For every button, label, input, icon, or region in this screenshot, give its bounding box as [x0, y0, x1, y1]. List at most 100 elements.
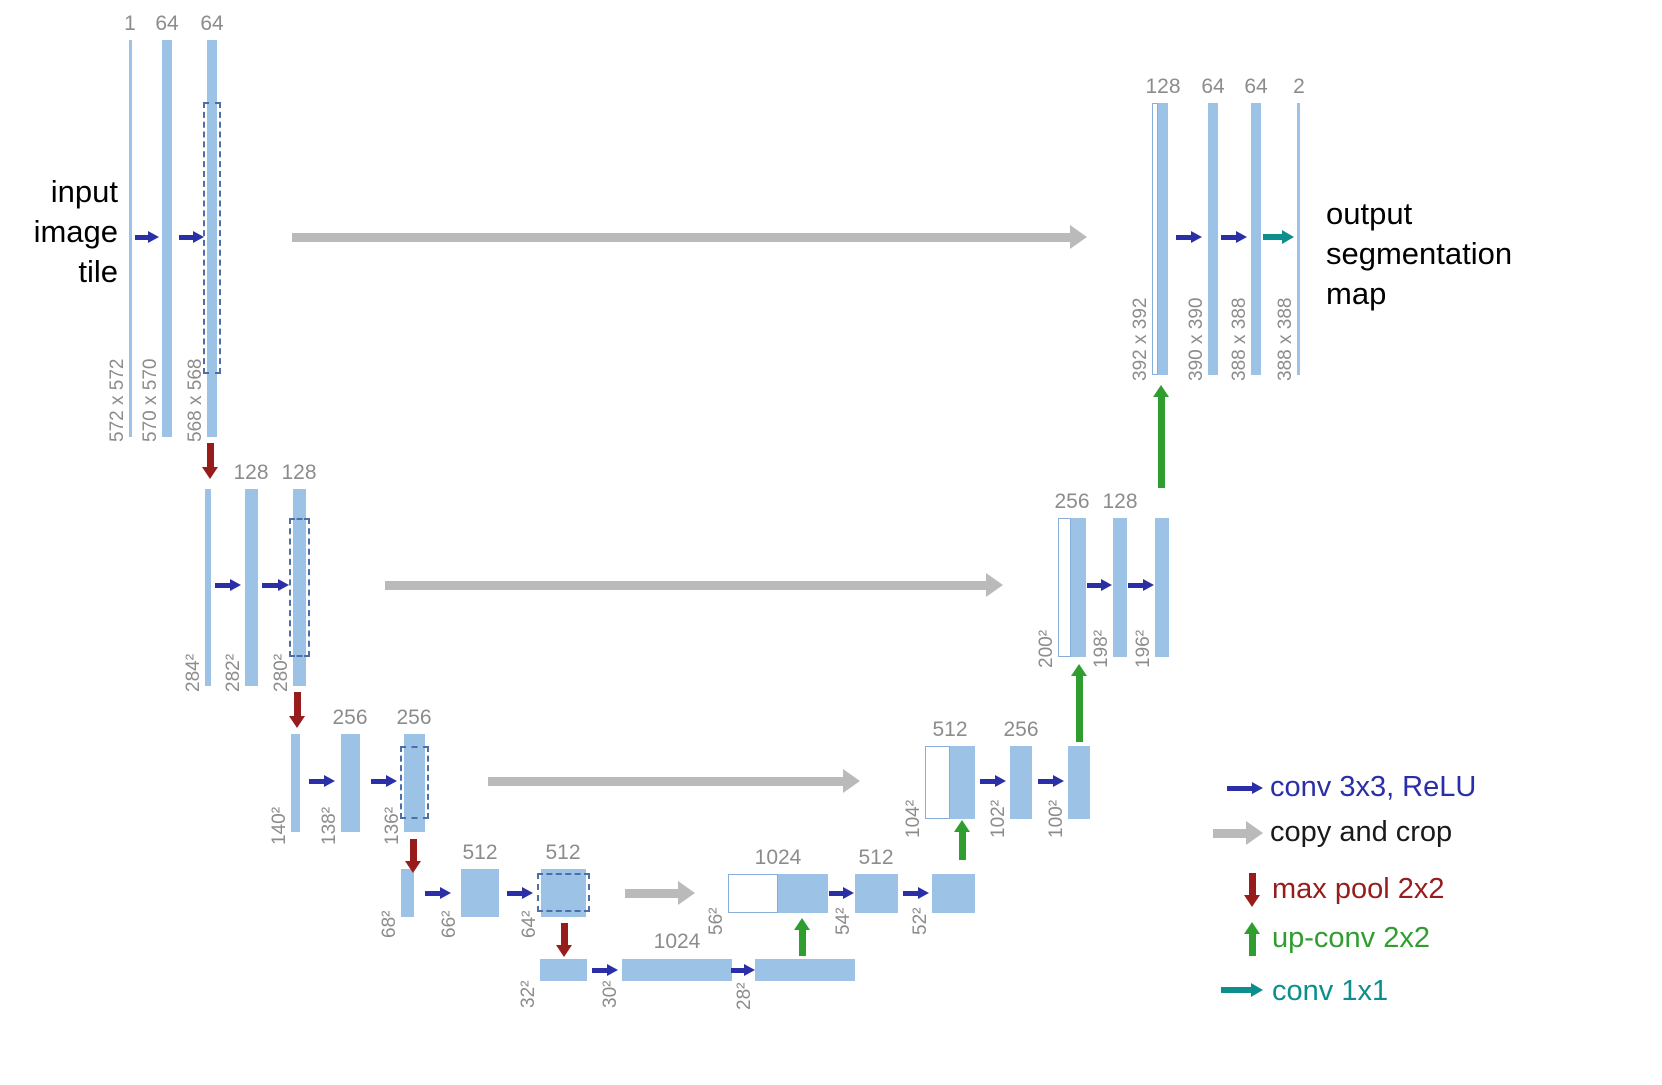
conv-arrow: [903, 886, 929, 900]
feature-map-dec4-2: [855, 874, 898, 913]
feature-map-dec1-2: [1208, 103, 1218, 375]
upconv-map-dec3: [925, 746, 950, 819]
feature-map-dec2-3: [1155, 518, 1169, 657]
size-label: 56²: [706, 907, 727, 935]
channel-label: 128: [1145, 75, 1181, 98]
channel-label: 128: [1102, 490, 1138, 513]
size-label: 68²: [379, 910, 400, 938]
conv-arrow: [1087, 578, 1112, 592]
conv-arrow: [179, 230, 204, 244]
up-conv-arrow-1: [793, 918, 811, 956]
conv-arrow: [309, 774, 335, 788]
feature-map-enc1-3: [207, 40, 217, 437]
conv-arrow: [425, 886, 451, 900]
feature-map-bottom-1: [540, 959, 587, 981]
channel-label: 512: [462, 841, 498, 864]
max-pool-arrow-1: [201, 443, 219, 479]
size-label: 572 x 572: [107, 358, 128, 442]
feature-map-dec3-3: [1068, 746, 1090, 819]
channel-label: 512: [858, 846, 894, 869]
upconv-map-dec2: [1058, 518, 1071, 657]
max-pool-arrow-4: [555, 923, 573, 957]
legend-pool-arrow-icon: [1243, 873, 1261, 907]
copied-features-dec2: [1071, 518, 1086, 657]
conv1x1-arrow: [1263, 229, 1294, 245]
input-label: input image tile: [33, 174, 118, 289]
channel-label: 256: [332, 706, 368, 729]
copied-features-dec1: [1158, 103, 1168, 375]
size-label: 196²: [1133, 629, 1154, 668]
size-label: 102²: [988, 799, 1009, 838]
size-label: 390 x 390: [1186, 297, 1207, 381]
conv-arrow: [1221, 230, 1247, 244]
crop-region-enc4: [537, 873, 590, 912]
copy-arrow-l4: [625, 881, 695, 905]
legend-conv1x1-arrow-icon: [1221, 982, 1263, 998]
size-label: 388 x 388: [1275, 297, 1296, 381]
size-label: 54²: [833, 907, 854, 935]
conv-arrow: [215, 578, 241, 592]
conv-arrow: [731, 963, 755, 977]
feature-map-enc2-2: [245, 489, 258, 686]
output-label: output segmentation map: [1326, 196, 1513, 311]
copy-arrow-l3: [488, 769, 860, 793]
feature-map-bottom-2: [622, 959, 732, 981]
conv-arrow: [829, 886, 854, 900]
feature-map-enc4-1: [401, 869, 414, 917]
copied-features-dec4: [778, 874, 828, 913]
feature-map-enc4-2: [461, 869, 499, 917]
size-label: 200²: [1036, 629, 1057, 668]
conv-arrow: [980, 774, 1006, 788]
channel-label: 128: [281, 461, 317, 484]
legend-copy-label: copy and crop: [1270, 816, 1453, 848]
up-conv-arrow-4: [1152, 385, 1170, 488]
size-label: 570 x 570: [140, 358, 161, 442]
feature-map-dec4-3: [932, 874, 975, 913]
feature-map-bottom-3: [755, 959, 855, 981]
size-label: 280²: [271, 653, 292, 692]
size-label: 136²: [382, 806, 403, 845]
legend-upconv-label: up-conv 2x2: [1272, 922, 1430, 954]
channel-label: 1024: [754, 846, 802, 869]
feature-map-dec1-3: [1251, 103, 1261, 375]
size-label: 32²: [518, 980, 539, 1008]
conv-arrow: [592, 963, 618, 977]
upconv-map-dec4: [728, 874, 778, 913]
legend-upconv-arrow-icon: [1243, 922, 1261, 956]
crop-region-enc1: [203, 102, 221, 374]
channel-label: 1024: [653, 930, 701, 953]
conv-arrow: [135, 230, 159, 244]
conv-arrow: [1176, 230, 1202, 244]
channel-label: 256: [396, 706, 432, 729]
channel-label: 128: [233, 461, 269, 484]
size-label: 388 x 388: [1229, 297, 1250, 381]
feature-map-enc3-3: [404, 734, 425, 832]
legend-conv1x1-label: conv 1x1: [1272, 975, 1389, 1007]
up-conv-arrow-3: [1070, 664, 1088, 742]
conv-arrow: [1128, 578, 1154, 592]
feature-map-enc1-2: [162, 40, 172, 437]
size-label: 282²: [223, 653, 244, 692]
size-label: 392 x 392: [1130, 297, 1151, 381]
feature-map-enc4-3: [541, 869, 586, 917]
size-label: 52²: [910, 907, 931, 935]
size-label: 28²: [734, 982, 755, 1010]
legend-pool-label: max pool 2x2: [1272, 873, 1445, 905]
copy-arrow-l1: [292, 225, 1087, 249]
output-segmentation-bar: [1297, 103, 1300, 375]
feature-map-enc2-3: [293, 489, 306, 686]
legend-conv-arrow-icon: [1227, 780, 1263, 796]
size-label: 138²: [319, 806, 340, 845]
legend-conv-label: conv 3x3, ReLU: [1270, 771, 1477, 803]
channel-label: 256: [1003, 718, 1039, 741]
size-label: 30²: [600, 980, 621, 1008]
channel-label: 256: [1054, 490, 1090, 513]
crop-region-enc2: [289, 518, 310, 657]
size-label: 140²: [269, 806, 290, 845]
channel-label: 64: [1244, 75, 1268, 98]
conv-arrow: [1038, 774, 1064, 788]
max-pool-arrow-2: [288, 692, 306, 728]
conv-arrow: [371, 774, 397, 788]
channel-label: 64: [155, 12, 179, 35]
